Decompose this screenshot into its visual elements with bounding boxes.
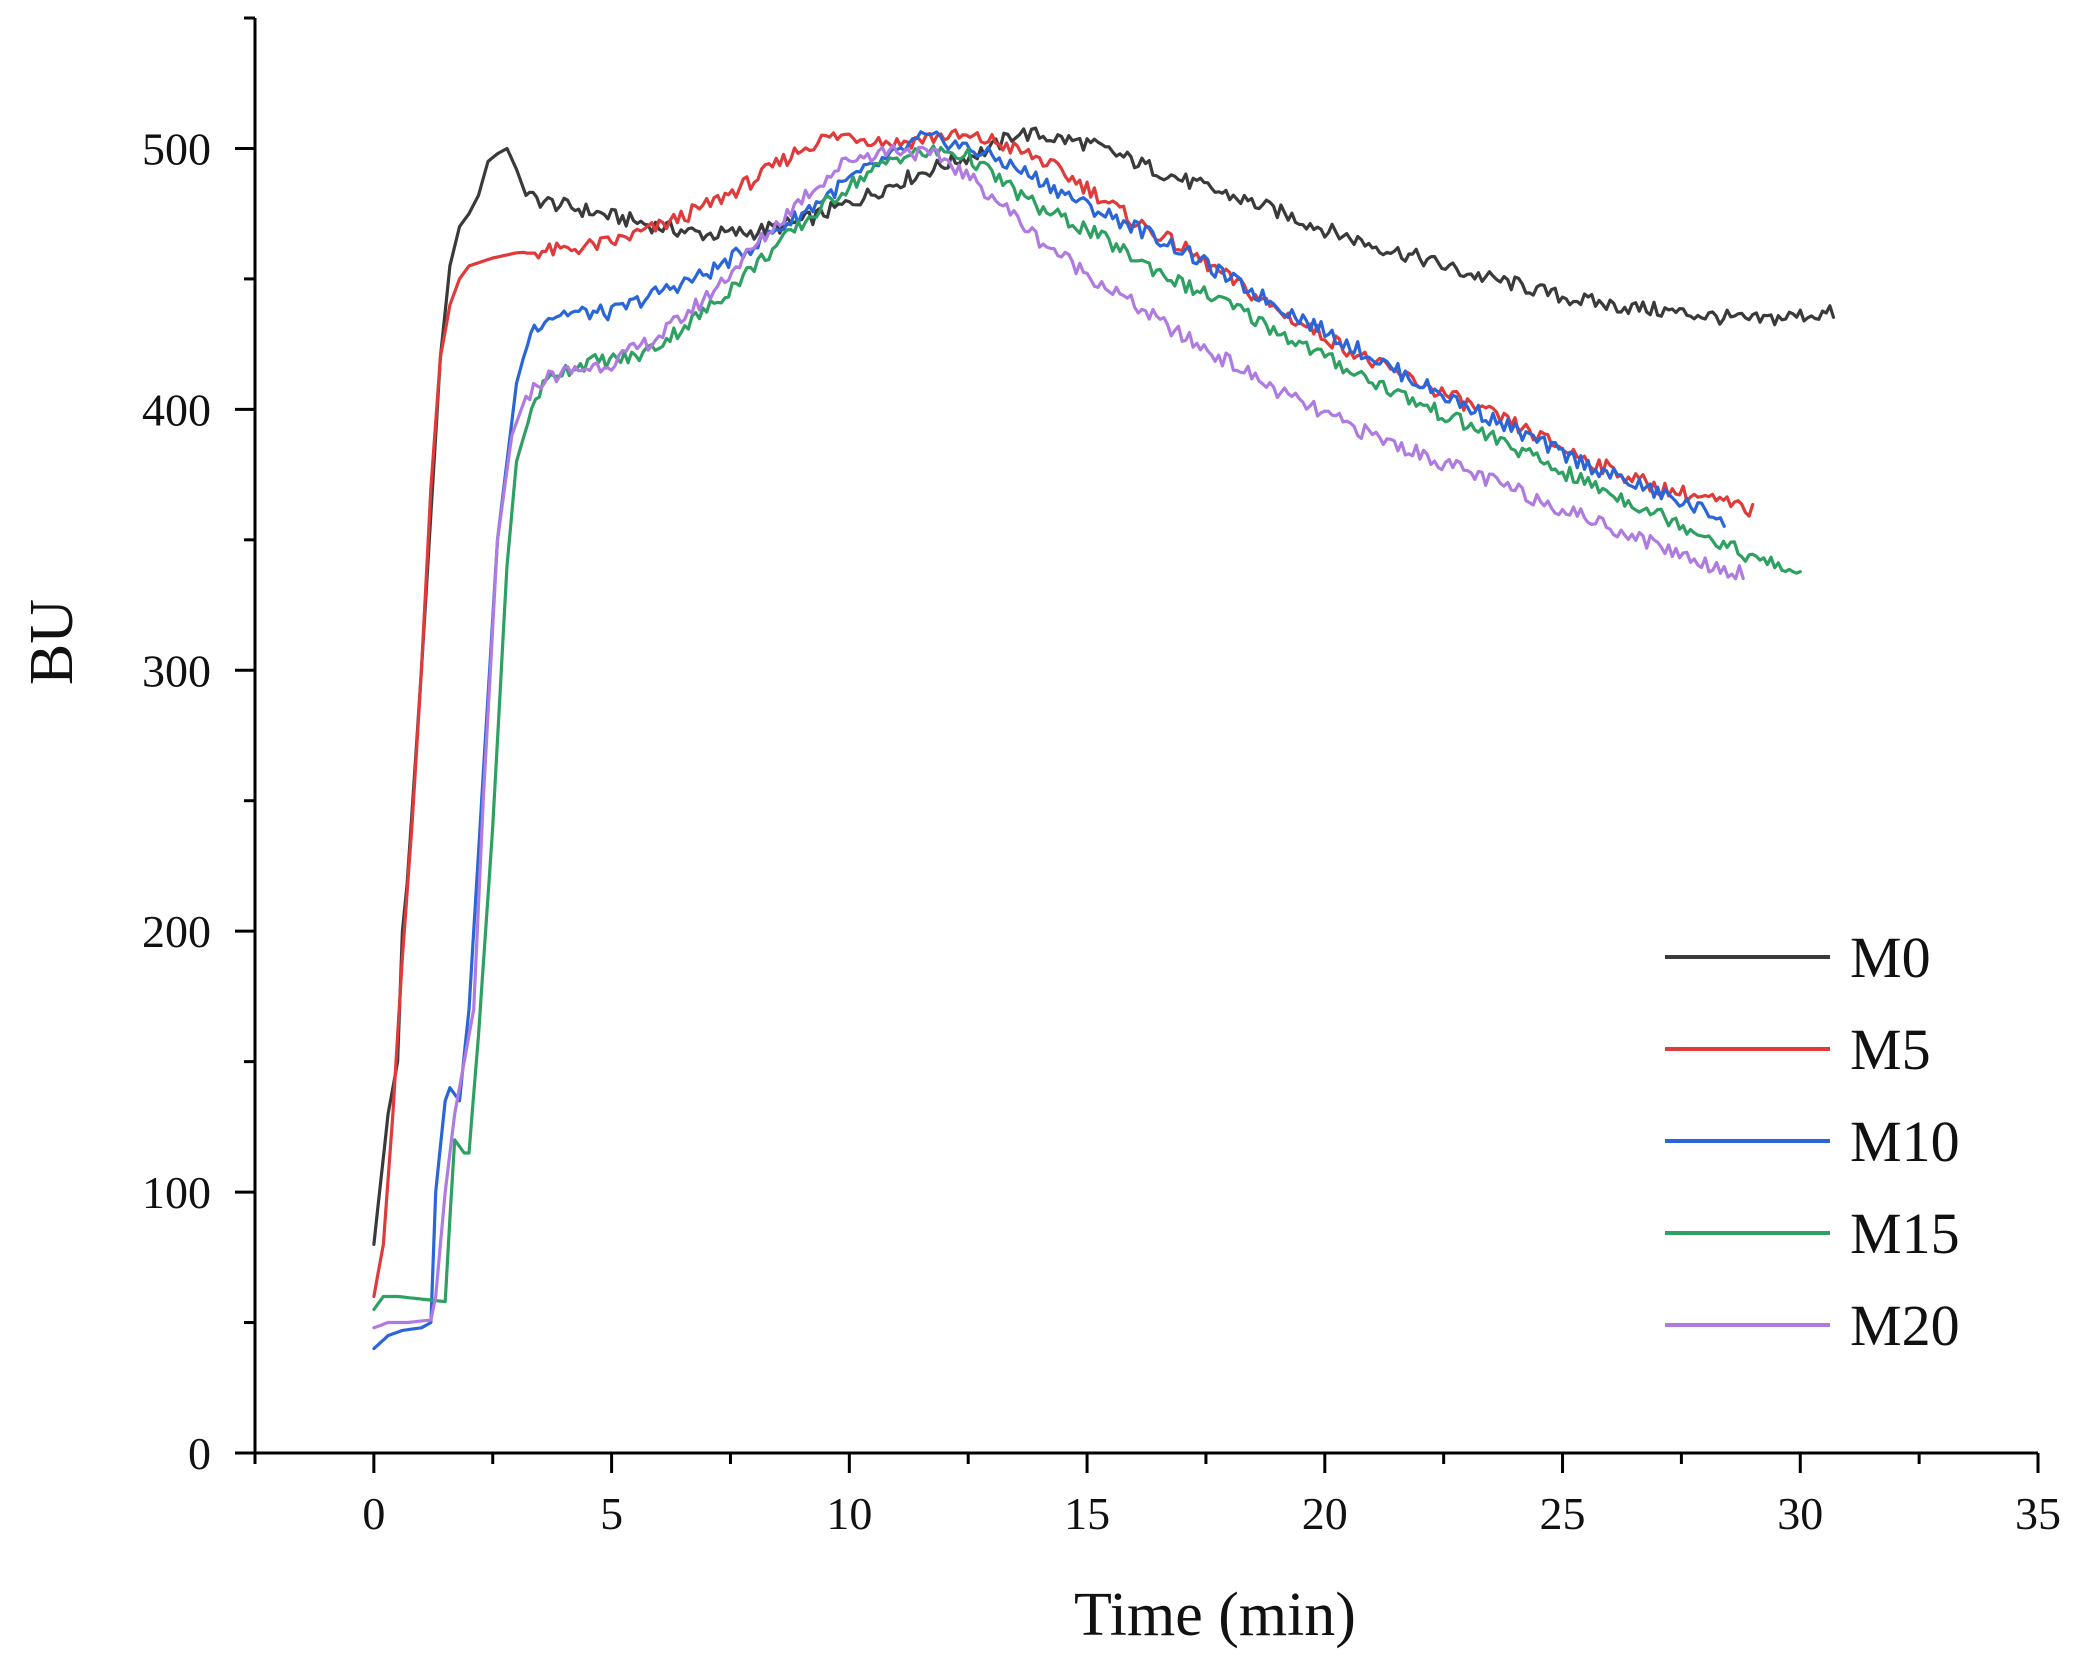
x-tick-label: 15 (1064, 1488, 1110, 1539)
axes (253, 18, 2038, 1455)
y-tick-label: 100 (142, 1167, 211, 1218)
y-tick-label: 500 (142, 123, 211, 174)
y-tick-label: 300 (142, 645, 211, 696)
series-line-m20 (372, 143, 1745, 1330)
x-ticks: 0 5 10 15 20 25 30 35 (253, 1453, 2061, 1539)
x-tick-label: 10 (826, 1488, 872, 1539)
x-tick-label: 25 (1540, 1488, 1586, 1539)
x-tick-label: 30 (1777, 1488, 1823, 1539)
legend: M0 M5 M10 M15 M20 (1665, 925, 1960, 1358)
legend-label-m0: M0 (1850, 925, 1931, 990)
legend-label-m5: M5 (1850, 1017, 1931, 1082)
x-axis-title: Time (min) (1074, 1581, 1356, 1649)
series-line-m10 (372, 130, 1726, 1351)
series-line-m5 (372, 128, 1755, 1299)
y-axis-title: BU (18, 599, 86, 685)
y-tick-label: 0 (188, 1428, 211, 1479)
x-tick-label: 5 (600, 1488, 623, 1539)
series-line-m0 (372, 126, 1836, 1246)
x-tick-label: 0 (362, 1488, 385, 1539)
x-tick-label: 35 (2015, 1488, 2061, 1539)
legend-label-m15: M15 (1850, 1201, 1960, 1266)
y-tick-label: 400 (142, 384, 211, 435)
y-tick-label: 200 (142, 906, 211, 957)
y-ticks: 0 100 200 300 400 500 (142, 16, 255, 1479)
x-tick-label: 20 (1302, 1488, 1348, 1539)
series-layer (372, 126, 1836, 1351)
legend-label-m10: M10 (1850, 1109, 1960, 1174)
legend-label-m20: M20 (1850, 1293, 1960, 1358)
series-line-m15 (372, 144, 1802, 1312)
